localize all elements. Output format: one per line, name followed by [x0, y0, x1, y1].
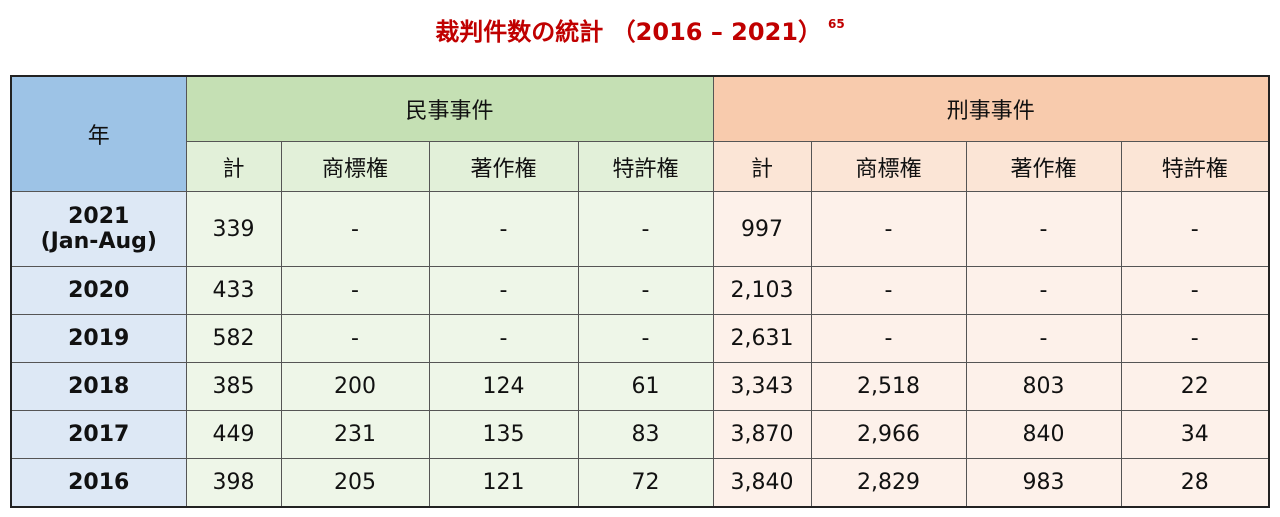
year-cell: 2021 (Jan-Aug): [10, 191, 187, 267]
count-cell: -: [1120, 191, 1270, 267]
column-header: 著作権: [965, 141, 1122, 192]
column-header: 商標権: [280, 141, 430, 192]
column-header: 計: [712, 141, 812, 192]
count-cell: -: [577, 191, 714, 267]
count-cell: -: [280, 266, 430, 315]
title-text: 裁判件数の統計 （2016 – 2021）: [435, 18, 822, 46]
column-header: 特許権: [1120, 141, 1270, 192]
column-header: 商標権: [810, 141, 967, 192]
count-cell: 83: [577, 410, 714, 459]
data-row: 2018 385 200 124 61 3,343 2,518 803 22: [10, 362, 1270, 411]
count-cell: 385: [185, 362, 282, 411]
count-cell: -: [1120, 314, 1270, 363]
count-cell: 2,631: [712, 314, 812, 363]
data-row: 2020 433- - -2,103- - -: [10, 266, 1270, 315]
count-cell: 72: [577, 458, 714, 508]
count-cell: -: [280, 314, 430, 363]
count-cell: 3,840: [712, 458, 812, 508]
count-cell: 121: [428, 458, 579, 508]
data-row: 2021 (Jan-Aug) 339- - -997- - -: [10, 191, 1270, 267]
count-cell: 2,518: [810, 362, 967, 411]
year-cell: 2020: [10, 266, 187, 315]
year-cell: 2017: [10, 410, 187, 459]
count-cell: -: [1120, 266, 1270, 315]
count-cell: 200: [280, 362, 430, 411]
count-cell: 2,966: [810, 410, 967, 459]
data-row: 2017 449 231 135 83 3,870 2,966 840 34: [10, 410, 1270, 459]
count-cell: 28: [1120, 458, 1270, 508]
count-cell: -: [577, 314, 714, 363]
year-cell: 2018: [10, 362, 187, 411]
count-cell: 3,870: [712, 410, 812, 459]
count-cell: 135: [428, 410, 579, 459]
subheader-row: 計商標権 著作権 特許権計商標権 著作権 特許権: [11, 141, 1270, 192]
data-row: 2019 582- - -2,631- - -: [10, 314, 1270, 363]
count-cell: -: [965, 266, 1122, 315]
count-cell: 2,103: [712, 266, 812, 315]
count-cell: -: [428, 314, 579, 363]
count-cell: -: [810, 314, 967, 363]
count-cell: 2,829: [810, 458, 967, 508]
count-cell: 983: [965, 458, 1122, 508]
column-header: 計: [185, 141, 282, 192]
count-cell: -: [810, 191, 967, 267]
year-header: 年: [10, 75, 187, 192]
group-header: 刑事事件: [712, 75, 1270, 142]
count-cell: -: [428, 191, 579, 267]
column-header: 特許権: [577, 141, 714, 192]
title: 裁判件数の統計 （2016 – 2021） 65: [0, 12, 1280, 47]
count-cell: 803: [965, 362, 1122, 411]
count-cell: -: [810, 266, 967, 315]
count-cell: -: [280, 191, 430, 267]
count-cell: 339: [185, 191, 282, 267]
count-cell: 449: [185, 410, 282, 459]
count-cell: 433: [185, 266, 282, 315]
count-cell: 34: [1120, 410, 1270, 459]
footnote-ref: 65: [827, 17, 845, 31]
statistics-table: 年民事事件 刑事事件計商標権 著作権 特許権計商標権 著作権 特許権 2021 (Jan-…: [10, 75, 1271, 508]
count-cell: -: [577, 266, 714, 315]
count-cell: 840: [965, 410, 1122, 459]
year-cell: 2019: [10, 314, 187, 363]
count-cell: 582: [185, 314, 282, 363]
count-cell: 231: [280, 410, 430, 459]
count-cell: -: [428, 266, 579, 315]
count-cell: -: [965, 314, 1122, 363]
count-cell: -: [965, 191, 1122, 267]
count-cell: 398: [185, 458, 282, 508]
count-cell: 205: [280, 458, 430, 508]
count-cell: 997: [712, 191, 812, 267]
year-cell: 2016: [10, 458, 187, 508]
data-row: 2016 398 205 121 72 3,840 2,829 983 28: [10, 458, 1270, 508]
count-cell: 3,343: [712, 362, 812, 411]
count-cell: 61: [577, 362, 714, 411]
column-header: 著作権: [428, 141, 579, 192]
group-header: 民事事件: [185, 75, 714, 142]
count-cell: 22: [1120, 362, 1270, 411]
header-row: 年民事事件 刑事事件: [10, 75, 1270, 192]
count-cell: 124: [428, 362, 579, 411]
